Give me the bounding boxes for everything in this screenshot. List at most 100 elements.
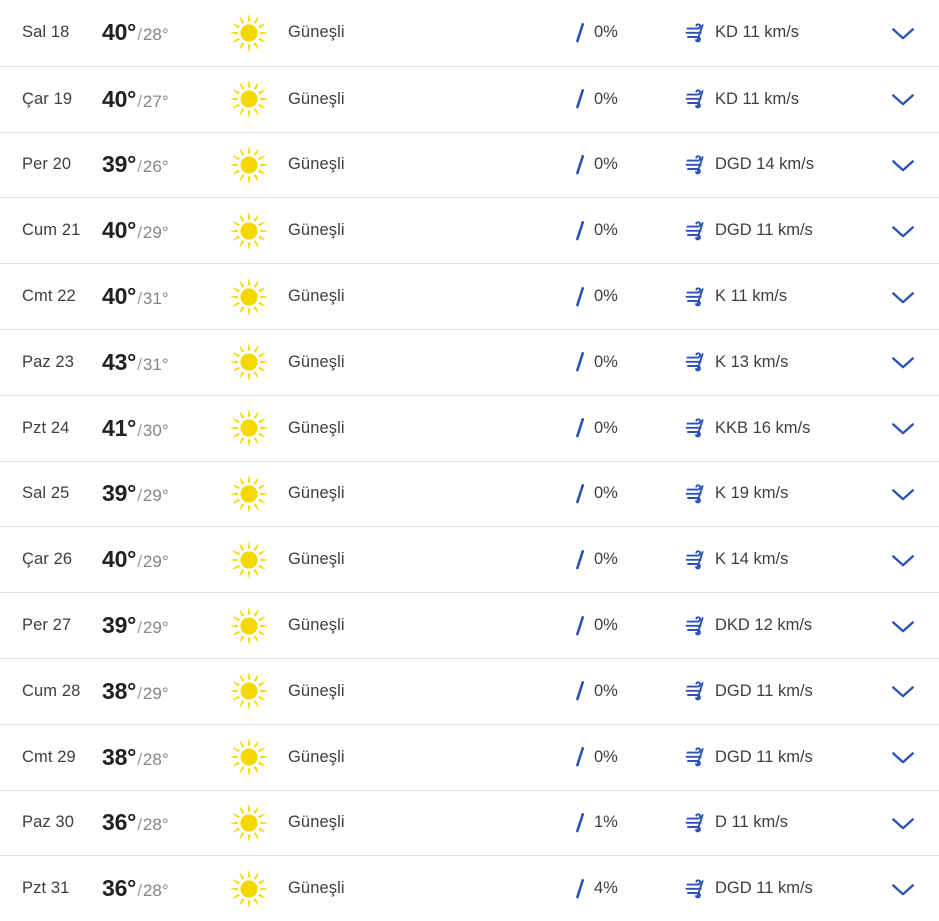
chevron-down-icon <box>892 489 914 501</box>
precipitation-cell: 0% <box>573 22 685 44</box>
precipitation-cell: 0% <box>573 615 685 637</box>
forecast-row[interactable]: Çar 26 40° / 29° Güneşli 0% <box>0 526 939 593</box>
expand-row-button[interactable] <box>867 91 939 107</box>
wind-cell: K 11 km/s <box>685 286 867 307</box>
expand-row-button[interactable] <box>867 815 939 831</box>
forecast-temperature: 39° / 29° <box>102 480 220 507</box>
chevron-down-icon <box>892 620 914 632</box>
expand-row-button[interactable] <box>867 486 939 502</box>
forecast-day-label: Pzt 31 <box>22 879 70 898</box>
chevron-down-icon <box>892 291 914 303</box>
chevron-down-icon <box>892 884 914 896</box>
wind-value: DKD 12 km/s <box>715 616 813 635</box>
precipitation-cell: 0% <box>573 88 685 110</box>
forecast-row[interactable]: Çar 19 40° / 27° Güneşli 0% <box>0 65 939 132</box>
forecast-temperature: 40° / 29° <box>102 546 220 573</box>
temperature-high: 43° <box>102 348 137 375</box>
forecast-row[interactable]: Sal 18 40° / 28° Güneşli 0% <box>0 0 939 66</box>
sun-icon <box>230 738 268 776</box>
forecast-row[interactable]: Pzt 24 41° / 30° Güneşli 0% <box>0 394 939 461</box>
sun-icon <box>230 146 268 184</box>
chevron-down-icon <box>892 357 914 369</box>
sun-icon <box>230 607 268 644</box>
forecast-row[interactable]: Sal 25 39° / 29° Güneşli 0% <box>0 460 939 527</box>
chevron-down-icon <box>892 423 914 435</box>
expand-row-button[interactable] <box>867 420 939 436</box>
precipitation-value: 0% <box>594 418 618 437</box>
wind-icon <box>685 221 704 241</box>
condition-icon-cell <box>220 540 278 580</box>
forecast-row[interactable]: Cum 21 40° / 29° Güneşli 0% <box>0 197 939 264</box>
expand-row-button[interactable] <box>867 157 939 173</box>
forecast-day-label: Paz 23 <box>22 352 74 371</box>
expand-row-button[interactable] <box>867 683 939 699</box>
wind-icon <box>685 23 704 43</box>
precipitation-value: 0% <box>594 23 618 42</box>
temperature-separator: / <box>137 486 142 506</box>
temperature-high: 40° <box>102 546 137 573</box>
temperature-low: 29° <box>142 486 169 506</box>
wind-icon <box>685 155 704 175</box>
wind-cell: K 14 km/s <box>685 550 867 570</box>
expand-row-button[interactable] <box>867 289 939 305</box>
precipitation-cell: 0% <box>573 286 685 308</box>
forecast-day-label: Cum 21 <box>22 221 81 240</box>
wind-value: KD 11 km/s <box>715 89 800 108</box>
precipitation-cell: 0% <box>573 351 685 373</box>
sun-icon <box>230 673 268 710</box>
temperature-low: 28° <box>142 25 169 45</box>
forecast-row[interactable]: Cum 28 38° / 29° Güneşli 0% <box>0 657 939 724</box>
forecast-day-label: Per 20 <box>22 155 72 174</box>
wind-value: DGD 11 km/s <box>715 879 813 898</box>
precipitation-cell: 0% <box>573 549 685 571</box>
sun-icon <box>230 212 268 249</box>
forecast-row[interactable]: Per 20 39° / 26° Güneşli 0% <box>0 131 939 198</box>
expand-row-button[interactable] <box>867 552 939 568</box>
expand-row-button[interactable] <box>867 881 939 897</box>
temperature-separator: / <box>137 25 142 45</box>
raindrop-icon <box>576 747 585 767</box>
sun-icon <box>230 80 268 118</box>
precipitation-value: 0% <box>594 89 618 108</box>
precipitation-value: 4% <box>594 879 618 898</box>
forecast-day-label: Pzt 24 <box>22 418 70 437</box>
wind-cell: DGD 11 km/s <box>685 221 867 241</box>
temperature-separator: / <box>137 354 142 374</box>
temperature-separator: / <box>137 881 142 901</box>
raindrop-icon <box>576 483 585 504</box>
temperature-high: 40° <box>102 283 137 310</box>
forecast-temperature: 36° / 28° <box>102 809 220 836</box>
forecast-row[interactable]: Paz 30 36° / 28° Güneşli 1% <box>0 789 939 856</box>
temperature-high: 40° <box>102 85 137 112</box>
condition-label: Güneşli <box>288 813 345 832</box>
sun-icon <box>230 475 268 513</box>
precipitation-value: 0% <box>594 550 618 569</box>
wind-cell: DKD 12 km/s <box>685 615 867 636</box>
expand-row-button[interactable] <box>867 354 939 370</box>
forecast-day-label: Sal 25 <box>22 484 70 503</box>
temperature-low: 31° <box>142 289 169 309</box>
condition-label: Güneşli <box>288 418 345 437</box>
forecast-row[interactable]: Paz 23 43° / 31° Güneşli 0% <box>0 328 939 395</box>
forecast-temperature: 39° / 26° <box>102 151 220 178</box>
condition-icon-cell <box>220 474 278 514</box>
forecast-row[interactable]: Cmt 22 40° / 31° Güneşli 0% <box>0 263 939 329</box>
raindrop-icon <box>576 155 585 175</box>
temperature-low: 30° <box>142 420 169 440</box>
wind-cell: KD 11 km/s <box>685 89 867 109</box>
expand-row-button[interactable] <box>867 25 939 41</box>
wind-value: DGD 11 km/s <box>715 747 813 766</box>
expand-row-button[interactable] <box>867 223 939 239</box>
expand-row-button[interactable] <box>867 749 939 765</box>
forecast-row[interactable]: Per 27 39° / 29° Güneşli 0% <box>0 592 939 658</box>
sun-icon <box>230 344 268 381</box>
forecast-row[interactable]: Cmt 29 38° / 28° Güneşli 0% <box>0 723 939 790</box>
condition-icon-cell <box>220 145 278 185</box>
wind-icon <box>685 286 704 306</box>
wind-value: D 11 km/s <box>715 813 789 832</box>
wind-icon <box>685 615 704 635</box>
expand-row-button[interactable] <box>867 618 939 634</box>
wind-icon <box>685 879 704 899</box>
forecast-row[interactable]: Pzt 31 36° / 28° Güneşli 4% <box>0 855 939 921</box>
wind-icon <box>685 484 704 504</box>
